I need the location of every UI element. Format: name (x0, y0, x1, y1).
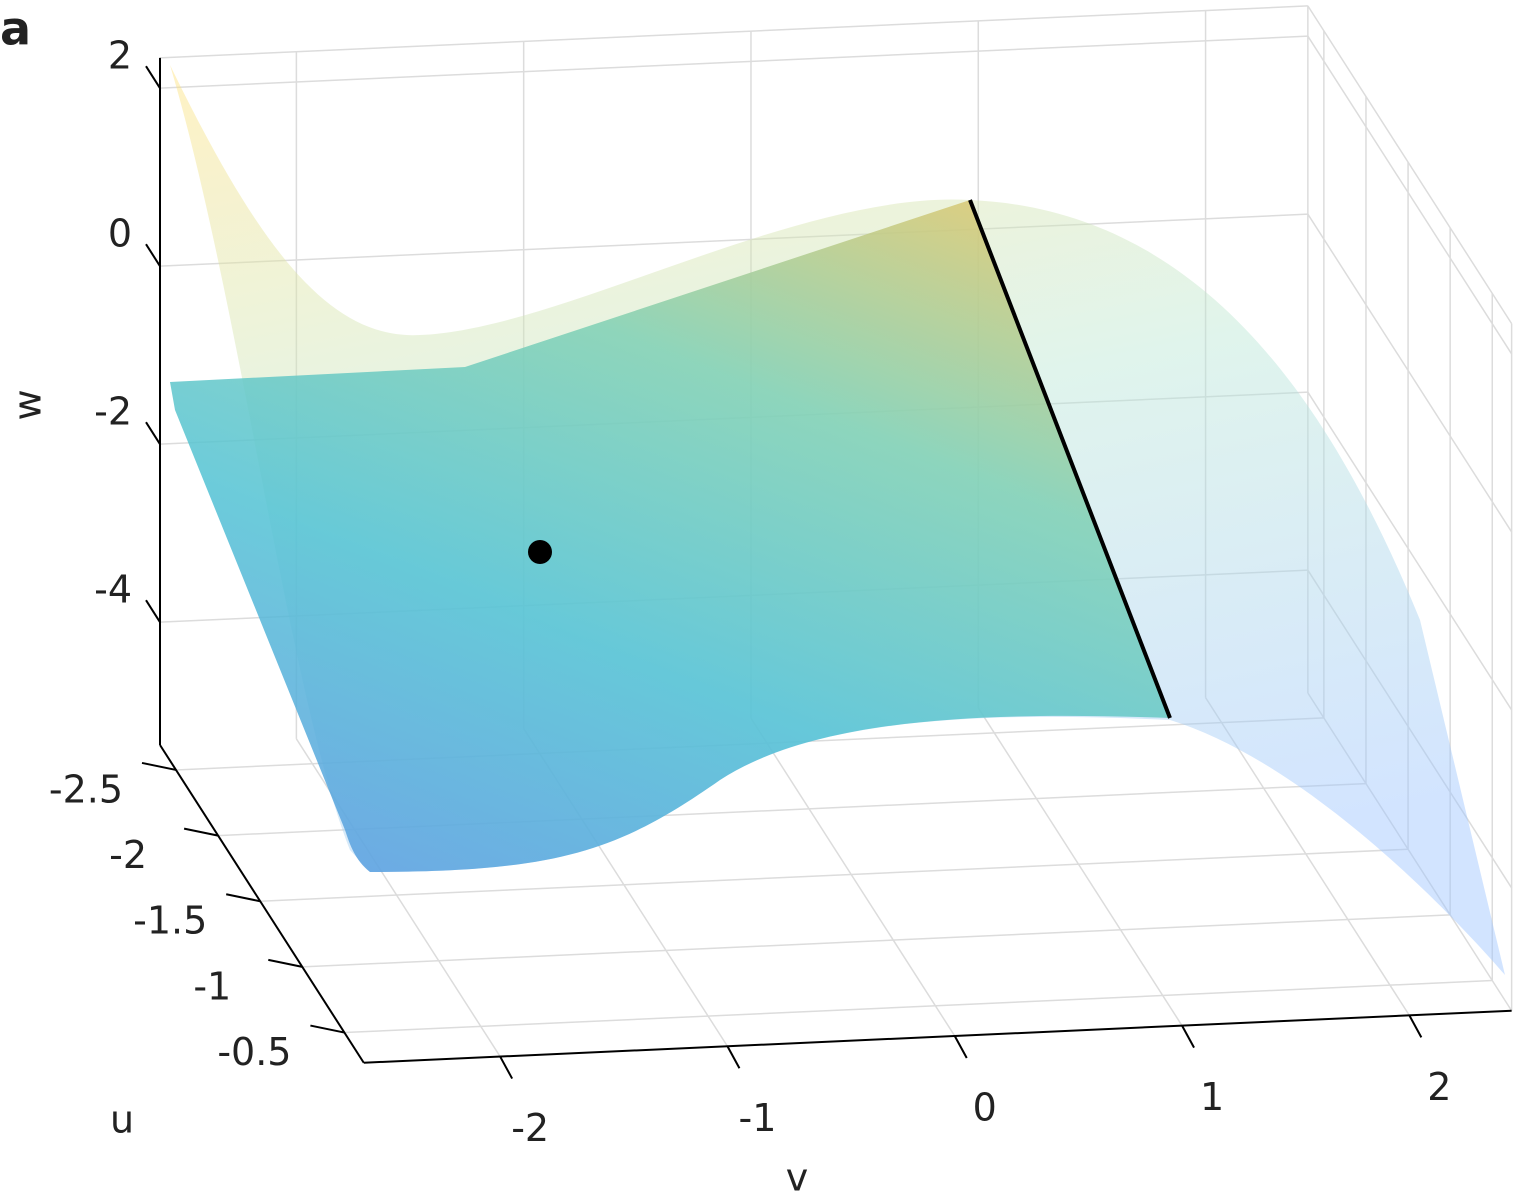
y-tick (268, 958, 303, 968)
grid-line (1307, 391, 1513, 711)
fold-line (968, 199, 1172, 719)
y-tick-label: -2 (109, 833, 147, 877)
grid-line (750, 717, 956, 1037)
y-tick (141, 761, 177, 771)
grid-line (344, 979, 1493, 1034)
z-tick (145, 243, 161, 267)
x-tick-label: 2 (1427, 1065, 1451, 1109)
box-edge (159, 5, 1308, 59)
z-tick (145, 599, 161, 623)
panel-label: a (0, 2, 31, 56)
grid-line (302, 914, 1451, 968)
y-tick (225, 893, 261, 903)
grid-line (159, 35, 1308, 89)
x-tick-label: -2 (511, 1106, 549, 1150)
y-tick-label: -1.5 (133, 899, 207, 943)
grid (159, 5, 1513, 1057)
x-tick (1181, 1025, 1195, 1049)
grid-line (1204, 697, 1410, 1016)
z-tick (145, 65, 161, 89)
x-tick (726, 1045, 741, 1069)
box-edge (1307, 5, 1513, 325)
grid-line (1307, 35, 1513, 355)
z-tick-label: -4 (94, 568, 132, 612)
grid-line (260, 848, 1409, 902)
x-tick (953, 1035, 968, 1059)
z-tick (145, 421, 161, 445)
y-axis-label: u (110, 1098, 134, 1142)
grid-line (977, 707, 1183, 1027)
plane-surface (170, 200, 1170, 872)
x-axis-label: v (786, 1156, 809, 1200)
y-axis (159, 744, 365, 1064)
x-tick (1408, 1014, 1423, 1038)
x-tick-label: -1 (738, 1096, 776, 1140)
x-tick-label: 0 (973, 1085, 997, 1129)
axes: 2 0 -2 -4 -2.5 -2 -1.5 -1 -0.5 -2 -1 0 1 2 (49, 34, 1512, 1150)
y-tick-label: -2.5 (49, 767, 123, 811)
z-axis-label: w (6, 389, 50, 420)
y-tick (310, 1024, 345, 1034)
z-tick-label: -2 (94, 390, 132, 434)
y-tick-label: -1 (193, 964, 231, 1008)
y-tick (183, 827, 219, 837)
x-axis (363, 1009, 1512, 1064)
z-tick-label: 0 (108, 212, 132, 256)
grid-line (159, 213, 1308, 267)
z-tick-label: 2 (108, 34, 132, 78)
x-tick-label: 1 (1200, 1075, 1224, 1119)
x-tick (499, 1056, 514, 1080)
grid-line (1307, 213, 1513, 533)
point (528, 540, 552, 564)
y-tick-label: -0.5 (217, 1030, 291, 1074)
